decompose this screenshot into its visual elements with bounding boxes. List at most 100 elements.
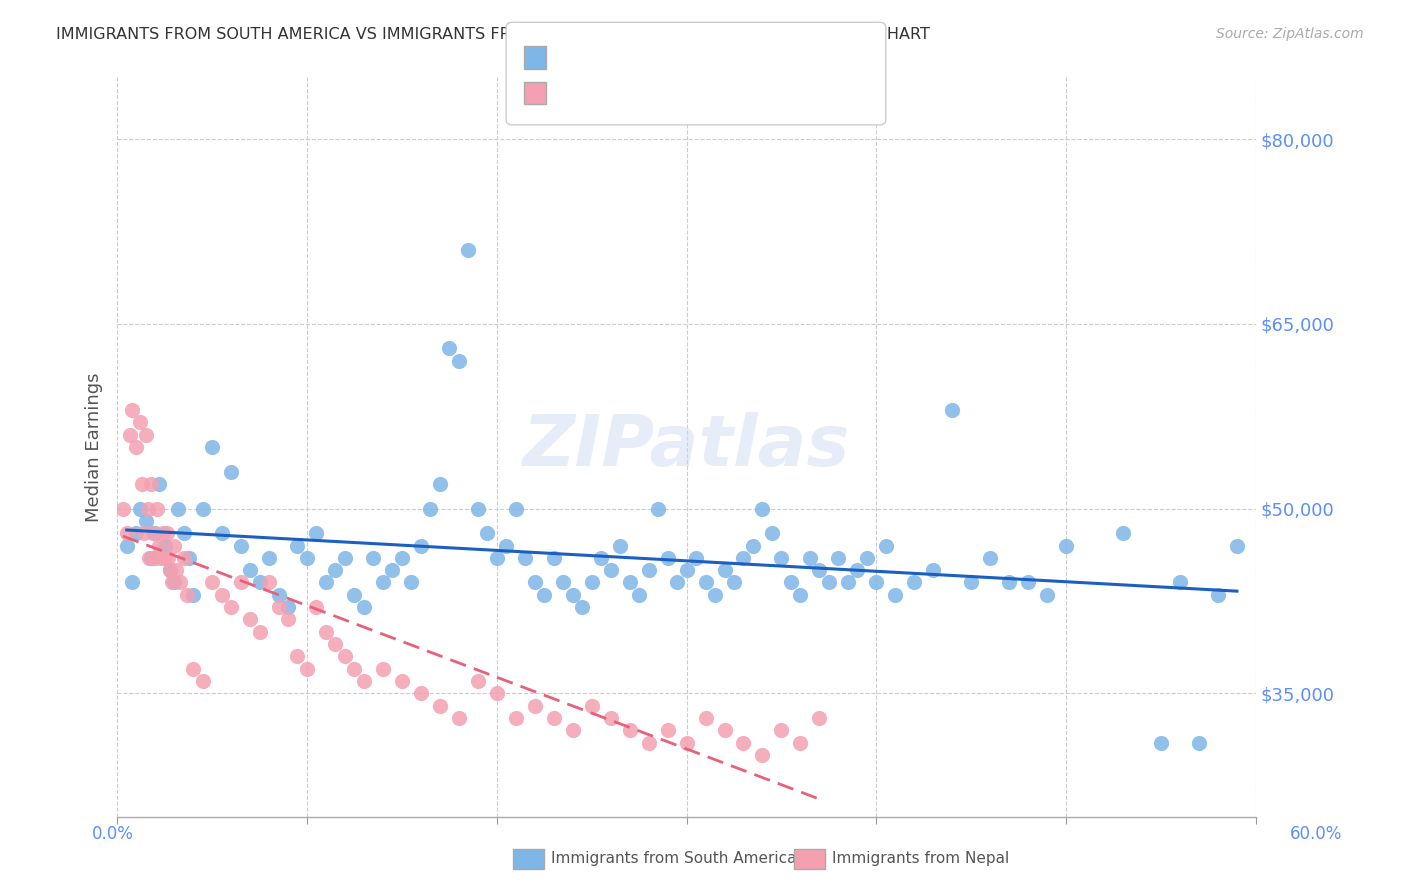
Point (675, 563, 697, 577)
Point (789, 588, 811, 602)
Point (409, 686, 432, 700)
Point (485, 550, 508, 565)
Point (333, 649, 356, 664)
Point (219, 465, 242, 479)
Point (173, 550, 195, 565)
Point (277, 612, 299, 626)
Point (141, 477, 163, 491)
Point (599, 711, 621, 725)
Point (637, 563, 659, 577)
Point (191, 501, 214, 516)
Point (733, 736, 755, 750)
Point (239, 612, 262, 626)
Point (495, 539, 517, 553)
Point (666, 575, 689, 590)
Point (121, 575, 143, 590)
Point (770, 550, 793, 565)
Point (884, 588, 907, 602)
Point (808, 711, 831, 725)
Point (163, 539, 186, 553)
Point (363, 550, 385, 565)
Point (343, 588, 366, 602)
Text: 60.0%: 60.0% (1291, 825, 1343, 843)
Point (581, 698, 603, 713)
Point (429, 698, 451, 713)
Point (325, 563, 347, 577)
Point (429, 477, 451, 491)
Point (553, 575, 575, 590)
Point (111, 501, 134, 516)
Point (723, 575, 745, 590)
Point (467, 673, 489, 688)
Point (467, 501, 489, 516)
Point (132, 526, 155, 541)
Text: Immigrants from South America: Immigrants from South America (551, 851, 797, 865)
Point (685, 550, 707, 565)
Point (219, 600, 242, 615)
Point (561, 588, 583, 602)
Point (827, 550, 849, 565)
Point (903, 575, 925, 590)
Point (628, 588, 651, 602)
Point (761, 526, 783, 541)
Point (619, 575, 641, 590)
Point (135, 514, 157, 528)
Point (277, 600, 299, 615)
Point (457, 243, 479, 257)
Point (751, 501, 773, 516)
Point (619, 723, 641, 738)
Text: Source: ZipAtlas.com: Source: ZipAtlas.com (1216, 27, 1364, 41)
Point (657, 723, 679, 738)
Point (155, 526, 177, 541)
Point (523, 698, 546, 713)
Point (742, 539, 765, 553)
Point (333, 550, 356, 565)
Point (922, 563, 945, 577)
Point (160, 575, 183, 590)
Text: R = -0.438   N =  71: R = -0.438 N = 71 (555, 83, 755, 101)
Point (152, 526, 174, 541)
Point (315, 624, 337, 639)
Point (125, 440, 148, 454)
Point (239, 563, 262, 577)
Point (657, 550, 679, 565)
Point (153, 550, 176, 565)
Point (789, 736, 811, 750)
Point (143, 526, 166, 541)
Point (169, 575, 191, 590)
Point (865, 575, 887, 590)
Point (561, 723, 583, 738)
Point (287, 539, 309, 553)
Point (875, 539, 897, 553)
Point (581, 575, 603, 590)
Point (148, 539, 170, 553)
Point (173, 526, 195, 541)
Point (249, 575, 271, 590)
Point (146, 501, 169, 516)
Point (998, 575, 1021, 590)
Text: R = -0.086   N = 105: R = -0.086 N = 105 (555, 47, 755, 65)
Point (115, 526, 138, 541)
Point (1054, 539, 1077, 553)
Point (419, 501, 441, 516)
Point (1188, 736, 1211, 750)
Point (353, 600, 375, 615)
Text: 0.0%: 0.0% (91, 825, 134, 843)
Point (391, 550, 413, 565)
Point (165, 563, 187, 577)
Point (447, 711, 470, 725)
Point (1112, 526, 1135, 541)
Point (305, 600, 328, 615)
Point (733, 550, 755, 565)
Point (159, 563, 181, 577)
Point (129, 415, 152, 429)
Point (142, 526, 165, 541)
Point (837, 575, 859, 590)
Point (153, 539, 176, 553)
Point (695, 575, 717, 590)
Point (157, 550, 180, 565)
Point (295, 662, 318, 676)
Point (941, 403, 963, 417)
Point (523, 575, 546, 590)
Point (159, 563, 181, 577)
